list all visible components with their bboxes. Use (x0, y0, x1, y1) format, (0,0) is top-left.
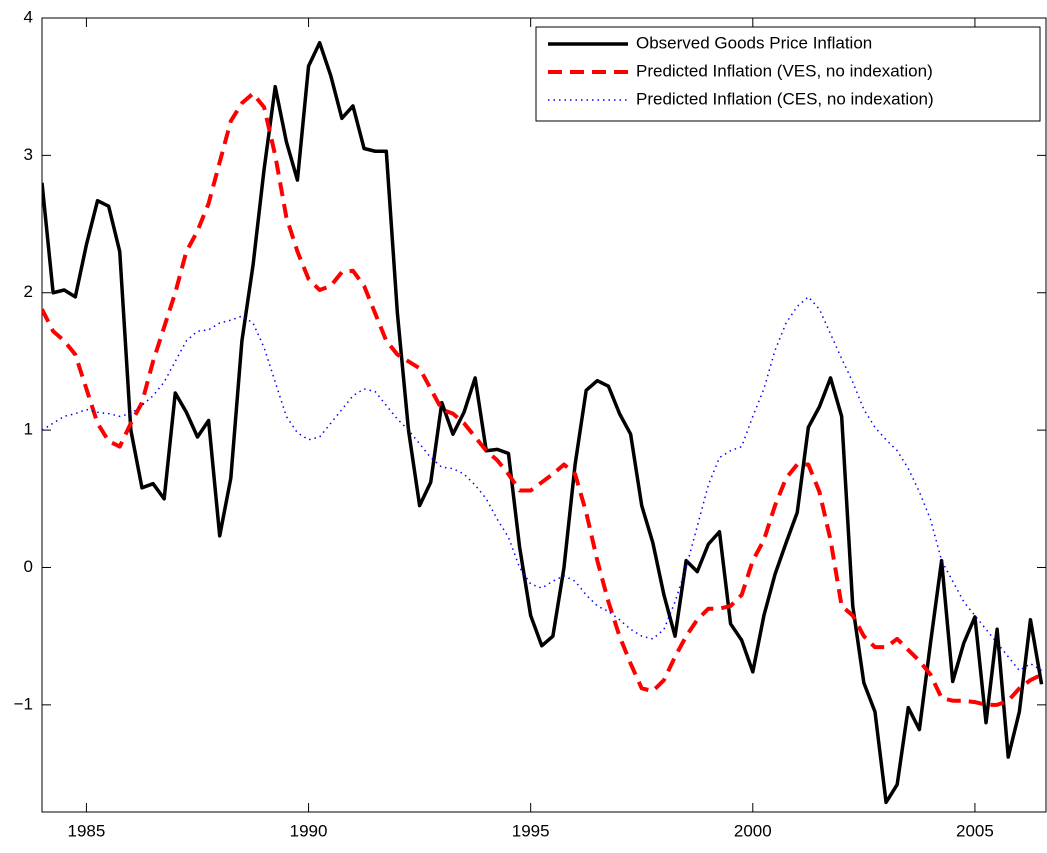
y-tick-label: 4 (24, 7, 33, 26)
legend-label: Predicted Inflation (CES, no indexation) (636, 89, 934, 108)
y-tick-label: −1 (14, 694, 33, 713)
x-tick-label: 2005 (956, 821, 994, 840)
legend-label: Predicted Inflation (VES, no indexation) (636, 61, 933, 80)
plot-area (41, 17, 1047, 813)
x-tick-label: 1990 (290, 821, 328, 840)
y-tick-label: 3 (24, 145, 33, 164)
series-line (42, 40, 1044, 805)
x-tick-label: 1995 (512, 821, 550, 840)
y-tick-label: 2 (24, 282, 33, 301)
series-line (42, 91, 1043, 707)
x-tick-label: 1985 (68, 821, 106, 840)
x-tick-label: 2000 (734, 821, 772, 840)
y-tick-label: 1 (24, 420, 33, 439)
y-tick-label: 0 (24, 557, 33, 576)
legend-label: Observed Goods Price Inflation (636, 33, 872, 52)
